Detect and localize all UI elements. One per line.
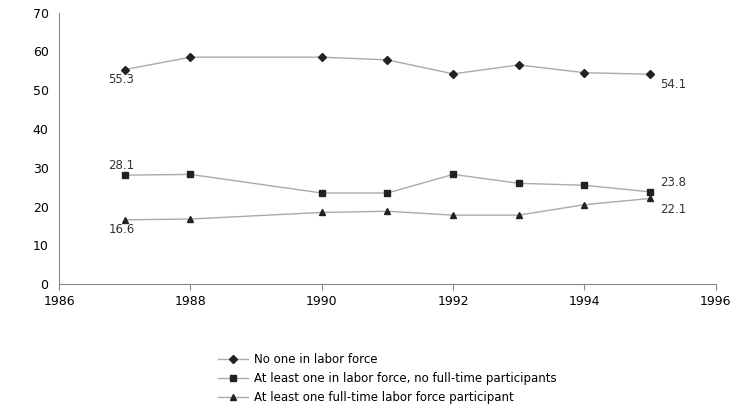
At least one full-time labor force participant	[646, 196, 655, 201]
No one in labor force	[186, 55, 195, 60]
At least one full-time labor force participant	[514, 213, 523, 218]
At least one in labor force, no full-time participants	[580, 183, 589, 188]
At least one full-time labor force participant	[186, 217, 195, 222]
Line: No one in labor force: No one in labor force	[122, 54, 653, 77]
At least one full-time labor force participant	[449, 213, 458, 218]
No one in labor force	[120, 67, 129, 72]
Text: 55.3: 55.3	[108, 73, 134, 86]
No one in labor force	[317, 55, 326, 60]
At least one full-time labor force participant	[580, 202, 589, 207]
Text: 28.1: 28.1	[108, 159, 134, 172]
Legend: No one in labor force, At least one in labor force, no full-time participants, A: No one in labor force, At least one in l…	[215, 350, 560, 408]
Text: 16.6: 16.6	[108, 223, 134, 237]
At least one in labor force, no full-time participants	[449, 172, 458, 177]
At least one in labor force, no full-time participants	[120, 173, 129, 178]
At least one in labor force, no full-time participants	[514, 181, 523, 186]
Line: At least one in labor force, no full-time participants: At least one in labor force, no full-tim…	[122, 172, 653, 196]
No one in labor force	[514, 62, 523, 67]
No one in labor force	[383, 57, 392, 62]
At least one in labor force, no full-time participants	[317, 191, 326, 196]
Text: 22.1: 22.1	[660, 203, 686, 216]
No one in labor force	[580, 70, 589, 75]
Line: At least one full-time labor force participant: At least one full-time labor force parti…	[122, 196, 653, 223]
Text: 23.8: 23.8	[660, 176, 686, 189]
At least one in labor force, no full-time participants	[646, 189, 655, 194]
At least one full-time labor force participant	[383, 209, 392, 214]
At least one full-time labor force participant	[120, 217, 129, 222]
Text: 54.1: 54.1	[660, 78, 686, 91]
No one in labor force	[449, 71, 458, 76]
At least one in labor force, no full-time participants	[383, 191, 392, 196]
No one in labor force	[646, 72, 655, 77]
At least one full-time labor force participant	[317, 210, 326, 215]
At least one in labor force, no full-time participants	[186, 172, 195, 177]
